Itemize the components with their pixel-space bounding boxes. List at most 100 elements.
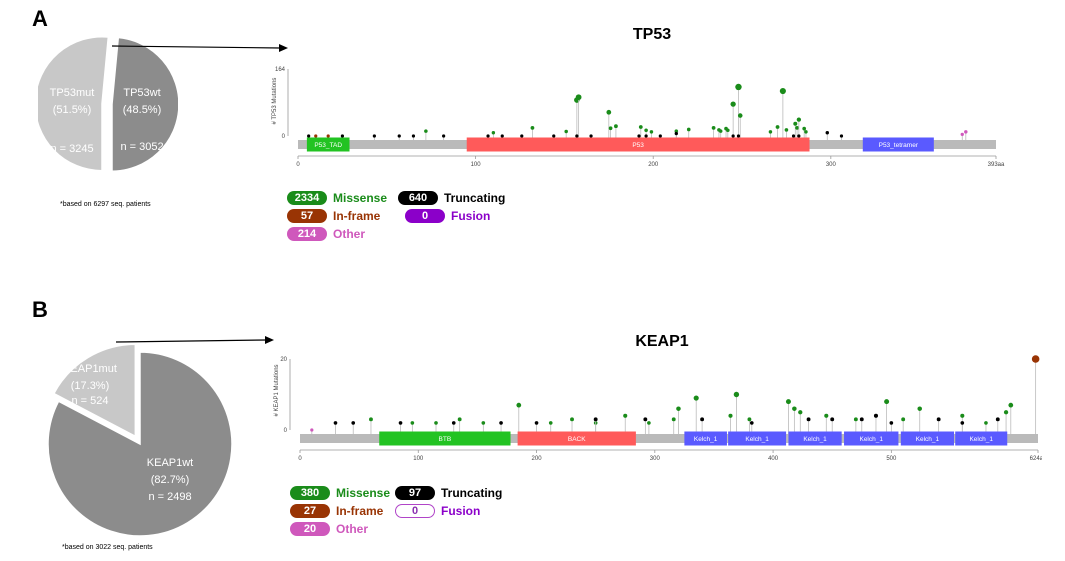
keap1-point-inframe-0[interactable]: [1031, 355, 1040, 363]
tp53-point-missense-25[interactable]: [784, 128, 789, 132]
tp53-point-missense-27[interactable]: [795, 125, 799, 130]
keap1-point-truncating-14[interactable]: [889, 421, 894, 425]
keap1-domain-6[interactable]: [900, 431, 955, 446]
tp53-domain-2[interactable]: [862, 137, 934, 152]
keap1-point-missense-2[interactable]: [434, 421, 438, 425]
tp53-point-truncating-7[interactable]: [500, 134, 504, 138]
tp53-point-missense-21[interactable]: [737, 113, 743, 118]
keap1-point-missense-7[interactable]: [570, 417, 574, 422]
tp53-point-other-0[interactable]: [960, 132, 964, 137]
tp53-point-missense-6[interactable]: [606, 109, 612, 115]
tp53-point-missense-10[interactable]: [644, 128, 648, 133]
tp53-point-missense-30[interactable]: [804, 130, 808, 134]
keap1-point-missense-4[interactable]: [481, 421, 486, 425]
tp53-point-missense-2[interactable]: [530, 125, 535, 130]
keap1-point-missense-3[interactable]: [457, 417, 462, 422]
tp53-point-truncating-10[interactable]: [575, 134, 579, 138]
tp53-point-missense-14[interactable]: [711, 125, 716, 130]
keap1-point-truncating-17[interactable]: [995, 417, 1000, 422]
tp53-point-missense-28[interactable]: [796, 117, 801, 122]
keap1-point-missense-6[interactable]: [548, 421, 553, 425]
tp53-point-truncating-16[interactable]: [731, 134, 735, 138]
keap1-point-truncating-4[interactable]: [499, 421, 503, 425]
keap1-domain-5[interactable]: [844, 431, 899, 446]
keap1-point-missense-14[interactable]: [728, 413, 733, 418]
tp53-point-missense-5[interactable]: [575, 94, 582, 101]
keap1-point-truncating-0[interactable]: [333, 421, 338, 425]
tp53-point-missense-22[interactable]: [768, 130, 773, 134]
tp53-point-truncating-8[interactable]: [520, 134, 524, 138]
tp53-point-truncating-3[interactable]: [397, 134, 401, 138]
keap1-point-missense-11[interactable]: [671, 417, 676, 422]
keap1-domain-3[interactable]: [728, 431, 787, 446]
tp53-point-missense-29[interactable]: [802, 126, 807, 131]
keap1-domain-2[interactable]: [684, 431, 727, 446]
tp53-point-truncating-12[interactable]: [637, 134, 641, 138]
keap1-point-missense-10[interactable]: [647, 421, 651, 425]
tp53-point-missense-9[interactable]: [638, 125, 643, 129]
keap1-point-truncating-9[interactable]: [749, 421, 754, 425]
tp53-point-missense-11[interactable]: [649, 130, 654, 134]
keap1-point-missense-23[interactable]: [901, 417, 906, 422]
keap1-point-missense-24[interactable]: [917, 406, 922, 411]
tp53-domain-1[interactable]: [466, 137, 810, 152]
keap1-point-truncating-12[interactable]: [859, 417, 864, 422]
tp53-point-truncating-20[interactable]: [825, 131, 829, 135]
keap1-domain-7[interactable]: [955, 431, 1008, 446]
tp53-point-missense-7[interactable]: [608, 126, 613, 131]
keap1-point-missense-0[interactable]: [369, 417, 373, 422]
tp53-point-inframe-0[interactable]: [314, 134, 318, 138]
keap1-point-missense-17[interactable]: [785, 399, 791, 405]
keap1-point-truncating-5[interactable]: [534, 421, 539, 425]
tp53-point-missense-1[interactable]: [491, 131, 496, 135]
keap1-point-missense-12[interactable]: [676, 406, 681, 411]
keap1-domain-0[interactable]: [379, 431, 511, 446]
keap1-point-truncating-3[interactable]: [451, 421, 456, 425]
keap1-point-truncating-7[interactable]: [643, 417, 648, 422]
tp53-point-missense-12[interactable]: [674, 129, 679, 133]
tp53-point-missense-13[interactable]: [686, 127, 691, 132]
tp53-point-truncating-19[interactable]: [797, 134, 801, 138]
keap1-point-missense-25[interactable]: [960, 413, 965, 418]
tp53-point-missense-24[interactable]: [779, 87, 786, 95]
keap1-point-other-0[interactable]: [310, 428, 314, 432]
keap1-point-missense-20[interactable]: [824, 413, 829, 418]
tp53-point-missense-19[interactable]: [730, 101, 736, 107]
keap1-point-truncating-10[interactable]: [806, 417, 811, 422]
keap1-point-missense-16[interactable]: [747, 417, 752, 422]
keap1-point-missense-26[interactable]: [984, 421, 988, 425]
keap1-point-truncating-6[interactable]: [593, 417, 598, 422]
keap1-point-truncating-8[interactable]: [700, 417, 705, 422]
tp53-point-missense-26[interactable]: [793, 121, 798, 126]
keap1-point-truncating-11[interactable]: [830, 417, 835, 422]
tp53-point-missense-20[interactable]: [735, 83, 742, 91]
keap1-point-missense-18[interactable]: [792, 406, 797, 411]
tp53-domain-0[interactable]: [306, 137, 350, 152]
tp53-point-truncating-18[interactable]: [791, 134, 796, 138]
tp53-point-missense-3[interactable]: [564, 129, 568, 134]
keap1-point-missense-5[interactable]: [516, 402, 522, 408]
tp53-point-truncating-15[interactable]: [674, 131, 678, 136]
keap1-point-missense-19[interactable]: [798, 410, 803, 415]
tp53-point-truncating-5[interactable]: [442, 134, 446, 138]
tp53-point-truncating-14[interactable]: [658, 134, 662, 138]
keap1-point-missense-21[interactable]: [853, 417, 858, 422]
keap1-point-truncating-2[interactable]: [398, 421, 403, 425]
keap1-point-truncating-1[interactable]: [351, 421, 356, 425]
keap1-point-missense-15[interactable]: [733, 391, 740, 398]
tp53-point-truncating-2[interactable]: [372, 134, 376, 138]
tp53-point-missense-0[interactable]: [424, 129, 428, 133]
keap1-point-missense-28[interactable]: [1008, 402, 1014, 408]
tp53-point-truncating-6[interactable]: [486, 134, 490, 138]
keap1-point-truncating-13[interactable]: [873, 413, 879, 418]
tp53-point-inframe-1[interactable]: [326, 134, 330, 138]
keap1-point-missense-13[interactable]: [693, 395, 699, 401]
tp53-point-missense-18[interactable]: [726, 128, 730, 133]
tp53-point-truncating-11[interactable]: [589, 134, 593, 138]
keap1-point-truncating-15[interactable]: [936, 417, 941, 422]
keap1-domain-1[interactable]: [517, 431, 636, 446]
tp53-point-truncating-4[interactable]: [411, 134, 416, 138]
tp53-point-truncating-0[interactable]: [307, 134, 311, 138]
keap1-point-missense-1[interactable]: [410, 421, 415, 425]
tp53-point-other-1[interactable]: [964, 130, 968, 134]
